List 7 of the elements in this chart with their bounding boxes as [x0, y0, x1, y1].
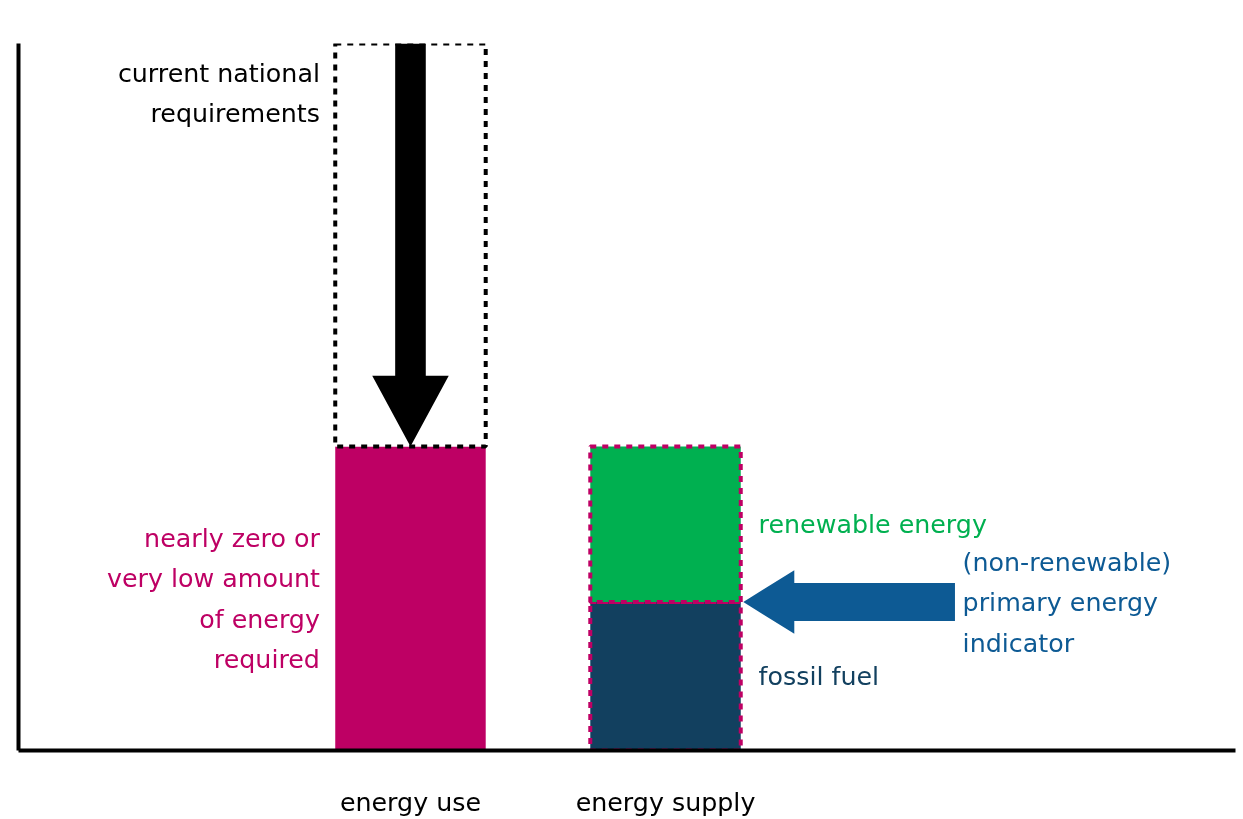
series-label: fossil fuel: [758, 661, 880, 692]
x-tick-label: energy use: [339, 786, 482, 817]
series-label: nearly zero or very low amount of energy required: [106, 522, 321, 675]
x-tick-label: energy supply: [575, 786, 756, 817]
text: (non-renewable) primary energy indicator: [962, 546, 1172, 658]
series-label: current national requirements: [117, 57, 320, 129]
series-label: renewable energy: [758, 509, 987, 540]
